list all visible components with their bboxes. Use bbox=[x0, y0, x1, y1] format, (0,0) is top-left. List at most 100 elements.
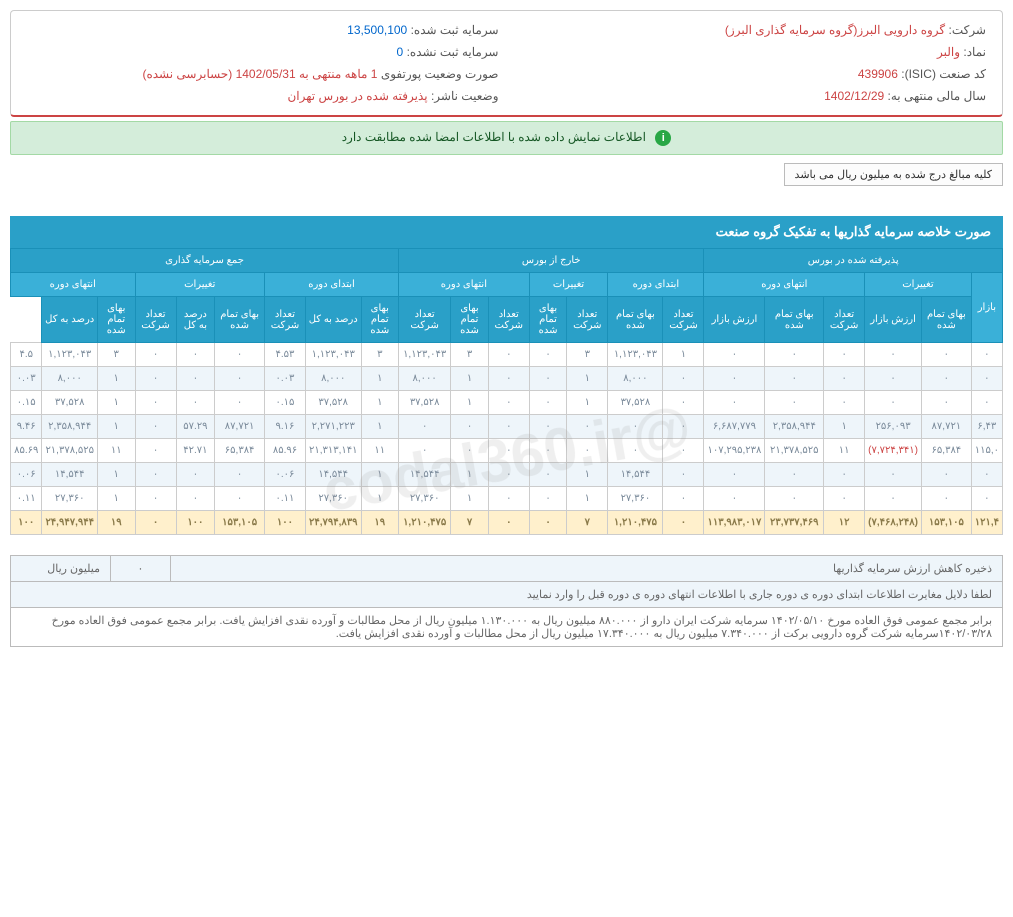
table-cell: ۸,۰۰۰ bbox=[305, 367, 361, 391]
table-cell: ۱ bbox=[567, 463, 608, 487]
table-cell: ۴.۵ bbox=[11, 343, 42, 367]
table-cell: ۰ bbox=[865, 487, 922, 511]
table-cell: ۱۲۱,۴ bbox=[971, 511, 1002, 535]
table-cell: ۰.۰۳ bbox=[11, 367, 42, 391]
table-cell: ۱ bbox=[567, 391, 608, 415]
table-cell: ۰ bbox=[176, 487, 215, 511]
table-cell: ۰ bbox=[824, 367, 865, 391]
table-cell: ۰ bbox=[488, 391, 529, 415]
table-cell: ۱۴,۵۴۴ bbox=[305, 463, 361, 487]
table-cell: ۱ bbox=[567, 487, 608, 511]
table-cell: ۰ bbox=[704, 343, 765, 367]
th-taghirat1: تغییرات bbox=[865, 273, 972, 297]
table-cell: ۰ bbox=[608, 415, 663, 439]
table-row: ۰۰۰۰۰۰۰۸,۰۰۰۱۰۰۱۸,۰۰۰۱۸,۰۰۰۰.۰۳۰۰۰۱۸,۰۰۰… bbox=[11, 367, 1003, 391]
table-cell: ۰ bbox=[529, 463, 567, 487]
table-cell: ۱۴,۵۴۴ bbox=[42, 463, 98, 487]
alert-text: اطلاعات نمایش داده شده با اطلاعات امضا ش… bbox=[342, 130, 646, 144]
table-cell: ۱۱۵,۰ bbox=[971, 439, 1002, 463]
table-cell: ۲,۳۵۸,۹۴۴ bbox=[765, 415, 824, 439]
table-cell: ۰ bbox=[663, 415, 704, 439]
th-c18: تعداد شرکت bbox=[135, 297, 176, 343]
table-cell: ۰ bbox=[663, 511, 704, 535]
capital-reg-label: سرمایه ثبت شده: bbox=[411, 23, 499, 37]
table-head: پذیرفته شده در بورس خارج از بورس جمع سرم… bbox=[11, 249, 1003, 343]
table-row: ۰۰۰۰۰۰۰۳۷,۵۲۸۱۰۰۱۳۷,۵۲۸۱۳۷,۵۲۸۰.۱۵۰۰۰۱۳۷… bbox=[11, 391, 1003, 415]
table-cell: ۰ bbox=[824, 343, 865, 367]
table-cell: ۱ bbox=[361, 463, 399, 487]
table-cell: ۱۴,۵۴۴ bbox=[608, 463, 663, 487]
th-enteha2: انتهای دوره bbox=[399, 273, 530, 297]
capital-reg-value: 13,500,100 bbox=[347, 23, 407, 37]
publisher-label: وضعیت ناشر: bbox=[431, 89, 499, 103]
table-cell: ۰ bbox=[971, 343, 1002, 367]
th-bazar: بازار bbox=[971, 273, 1002, 343]
company-cell: شرکت: گروه دارویی البرز(گروه سرمایه گذار… bbox=[507, 19, 995, 41]
table-cell: ۰ bbox=[765, 343, 824, 367]
isic-value: 439906 bbox=[858, 67, 898, 81]
table-cell: ۱,۱۲۳,۰۴۳ bbox=[42, 343, 98, 367]
table-cell: ۰ bbox=[135, 487, 176, 511]
table-cell: ۲۷,۳۶۰ bbox=[608, 487, 663, 511]
symbol-value: والبر bbox=[937, 45, 960, 59]
table-cell: ۰.۱۵ bbox=[264, 391, 305, 415]
table-cell: ۰ bbox=[215, 487, 265, 511]
table-cell: ۰ bbox=[451, 415, 489, 439]
table-cell: ۱,۱۲۳,۰۴۳ bbox=[399, 343, 451, 367]
table-cell: ۰ bbox=[765, 391, 824, 415]
table-cell: ۴.۵۳ bbox=[264, 343, 305, 367]
info-icon: i bbox=[655, 130, 671, 146]
table-cell: ۳۷,۵۲۸ bbox=[399, 391, 451, 415]
th-group-bourse: پذیرفته شده در بورس bbox=[704, 249, 1003, 273]
table-cell: ۰ bbox=[608, 439, 663, 463]
table-row: ۰۰۰۰۰۰۰۱۴,۵۴۴۱۰۰۱۱۴,۵۴۴۱۱۴,۵۴۴۰.۰۶۰۰۰۱۱۴… bbox=[11, 463, 1003, 487]
table-cell: ۱ bbox=[663, 343, 704, 367]
table-cell: ۱۱ bbox=[97, 439, 135, 463]
table-cell: ۰ bbox=[567, 415, 608, 439]
table-cell: ۰ bbox=[922, 391, 972, 415]
th-c1: بهای تمام شده bbox=[922, 297, 972, 343]
table-cell: ۰ bbox=[865, 463, 922, 487]
table-cell: ۰ bbox=[971, 367, 1002, 391]
th-c20: درصد به کل bbox=[42, 297, 98, 343]
table-cell: ۸۵.۹۶ bbox=[264, 439, 305, 463]
table-row: ۱۱۵,۰۶۵,۳۸۴(۷,۷۲۴,۳۴۱)۱۱۲۱,۳۷۸,۵۲۵۱۰۷,۲۹… bbox=[11, 439, 1003, 463]
discrepancy-text: برابر مجمع عمومی فوق العاده مورخ ۱۴۰۲/۰۵… bbox=[11, 608, 1003, 647]
table-cell: ۹.۱۶ bbox=[264, 415, 305, 439]
table-cell: ۲۴,۷۹۴,۸۳۹ bbox=[305, 511, 361, 535]
table-cell: ۲۳,۷۳۷,۴۶۹ bbox=[765, 511, 824, 535]
table-cell: ۸۷,۷۲۱ bbox=[215, 415, 265, 439]
table-cell: ۱ bbox=[97, 463, 135, 487]
table-cell: ۱۰۰ bbox=[11, 511, 42, 535]
investment-table: پذیرفته شده در بورس خارج از بورس جمع سرم… bbox=[10, 248, 1003, 535]
table-cell: ۰ bbox=[399, 439, 451, 463]
table-cell: ۰ bbox=[488, 367, 529, 391]
table-cell: ۰ bbox=[451, 439, 489, 463]
table-cell: ۰ bbox=[922, 487, 972, 511]
table-cell: ۱ bbox=[361, 367, 399, 391]
table-cell: ۳ bbox=[567, 343, 608, 367]
fiscal-label: سال مالی منتهی به: bbox=[888, 89, 986, 103]
table-cell: ۱۰۰ bbox=[264, 511, 305, 535]
table-cell: ۸۷,۷۲۱ bbox=[922, 415, 972, 439]
table-cell: ۰ bbox=[663, 487, 704, 511]
table-cell: ۰.۱۵ bbox=[11, 391, 42, 415]
th-c16: بهای تمام شده bbox=[215, 297, 265, 343]
table-cell: ۰ bbox=[135, 439, 176, 463]
portfolio-value: 1 ماهه منتهی به 1402/05/31 (حسابرسی نشده… bbox=[142, 67, 377, 81]
table-cell: ۰ bbox=[765, 487, 824, 511]
table-cell: ۸,۰۰۰ bbox=[399, 367, 451, 391]
table-cell: ۰ bbox=[488, 343, 529, 367]
table-cell: ۱,۲۱۰,۴۷۵ bbox=[608, 511, 663, 535]
table-cell: ۰ bbox=[529, 343, 567, 367]
capital-unreg-value: 0 bbox=[397, 45, 404, 59]
table-cell: ۰ bbox=[971, 487, 1002, 511]
table-cell: (۷,۷۲۴,۳۴۱) bbox=[865, 439, 922, 463]
table-cell: ۳۷,۵۲۸ bbox=[42, 391, 98, 415]
table-cell: ۰.۰۶ bbox=[264, 463, 305, 487]
table-cell: ۱ bbox=[451, 463, 489, 487]
company-value: گروه دارویی البرز(گروه سرمایه گذاری البر… bbox=[725, 23, 945, 37]
table-cell: ۰.۰۳ bbox=[264, 367, 305, 391]
table-cell: ۱۰۷,۲۹۵,۲۳۸ bbox=[704, 439, 765, 463]
table-cell: ۱ bbox=[567, 367, 608, 391]
